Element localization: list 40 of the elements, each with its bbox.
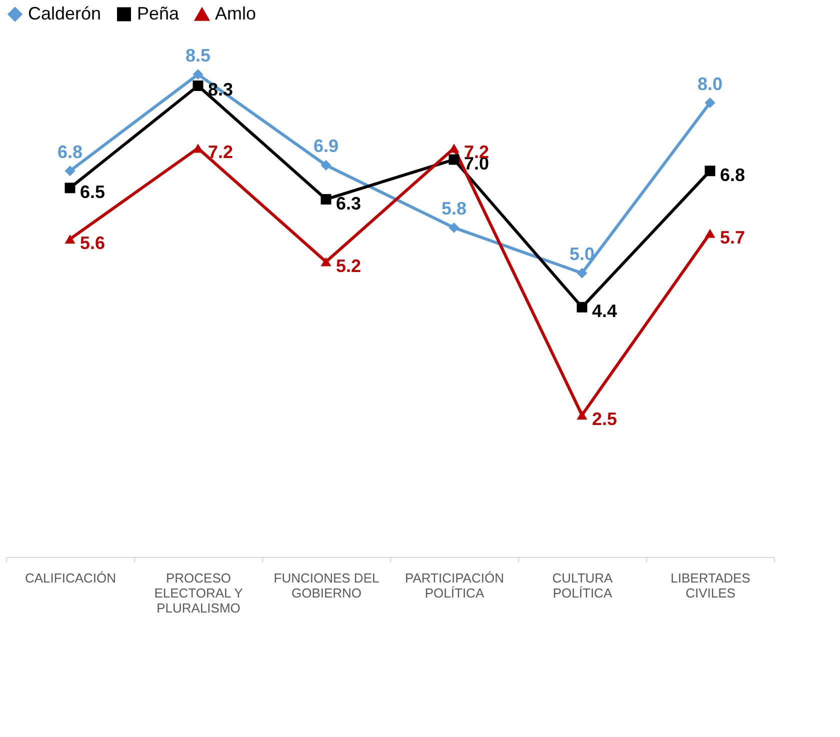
- data-label: 6.9: [313, 136, 339, 156]
- x-tick-label: PROCESO ELECTORAL Y PLURALISMO: [154, 570, 244, 616]
- x-tick-label: PARTICIPACIÓN POLÍTICA: [405, 570, 504, 600]
- point: [64, 166, 76, 176]
- data-label: 2.5: [592, 409, 618, 430]
- point: [192, 80, 204, 91]
- data-label: 6.8: [57, 142, 83, 162]
- point: [64, 182, 76, 194]
- point: [320, 257, 332, 266]
- data-label: 5.8: [441, 198, 467, 219]
- point: [704, 98, 716, 108]
- legend-label: Calderón: [28, 3, 102, 24]
- data-label: 8.0: [697, 74, 723, 94]
- point: [448, 222, 460, 233]
- point: [448, 154, 460, 165]
- point: [576, 268, 588, 278]
- data-label: 8.5: [185, 45, 211, 66]
- point: [704, 166, 716, 176]
- data-label: 5.6: [80, 233, 106, 254]
- x-tick-label: CULTURA POLÍTICA: [552, 570, 614, 600]
- point: [576, 410, 588, 420]
- point: [192, 69, 204, 80]
- data-label: 5.2: [336, 256, 362, 276]
- data-label: 6.8: [720, 164, 746, 185]
- x-tick-label: CALIFICACIÓN: [24, 570, 116, 586]
- data-label: 7.2: [208, 142, 234, 162]
- point: [576, 302, 588, 312]
- x-tick-label: LIBERTADES CIVILES: [670, 570, 751, 600]
- data-label: 4.4: [592, 301, 618, 322]
- data-label: 6.3: [336, 193, 362, 214]
- point: [320, 194, 332, 205]
- legend-label: Amlo: [215, 4, 256, 24]
- x-tick-label: FUNCIONES DEL GOBIERNO: [274, 570, 380, 600]
- data-label: 6.5: [80, 182, 106, 202]
- point: [704, 228, 716, 238]
- data-label: 5.0: [569, 244, 595, 264]
- point: [64, 234, 76, 244]
- legend-label: Peña: [137, 3, 180, 24]
- data-label: 5.7: [720, 227, 746, 248]
- point: [320, 160, 332, 170]
